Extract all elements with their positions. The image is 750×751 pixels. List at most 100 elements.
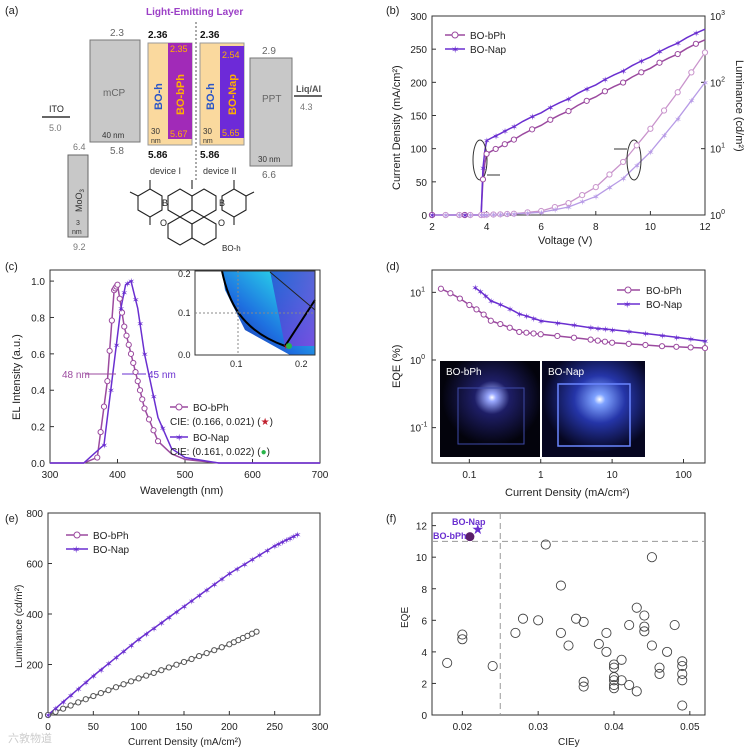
e-bophph-point bbox=[112, 684, 120, 691]
e-bonap-point: ✶ bbox=[226, 569, 234, 579]
d-bonap-point: ✶ bbox=[471, 283, 479, 293]
f-bophph-point bbox=[465, 532, 475, 542]
device1-thick2: nm bbox=[151, 138, 161, 145]
b-bonap-point: ✶ bbox=[456, 211, 464, 221]
b-bonap-point: ✶ bbox=[551, 205, 559, 215]
dopant2-top: 2.54 bbox=[222, 50, 240, 60]
d-bophph-point bbox=[456, 295, 463, 302]
c-bophph-point bbox=[139, 396, 146, 403]
b-bonap-lum-point: ✶ bbox=[620, 66, 628, 76]
c-bonap-point: ✶ bbox=[132, 295, 140, 305]
c-bophph-point bbox=[123, 332, 130, 339]
b-bophph-point bbox=[633, 142, 640, 149]
c-inset-ytick-3: 0.2 bbox=[178, 269, 191, 279]
c-inset-xtick-1: 0.1 bbox=[230, 359, 243, 369]
ito-value: 5.0 bbox=[49, 123, 62, 133]
f-literature-point bbox=[646, 640, 657, 651]
b-bonap-point: ✶ bbox=[579, 197, 587, 207]
d-bonap-point: ✶ bbox=[587, 323, 595, 333]
b-bophph-lum-point bbox=[565, 107, 572, 115]
b-bonap-point: ✶ bbox=[490, 210, 498, 220]
b-bonap-point: ✶ bbox=[661, 131, 669, 141]
c-bophph-point bbox=[141, 405, 148, 412]
c-bophph-point bbox=[134, 378, 141, 385]
b-y2label: Luminance (cd/m²) bbox=[733, 60, 745, 152]
f-bonap-point: ★ bbox=[472, 521, 485, 537]
e-bophph-point bbox=[75, 699, 82, 706]
e-xtick-3: 150 bbox=[176, 722, 193, 733]
c-inset-ytick-2: 0.1 bbox=[178, 308, 191, 318]
d-bonap-point: ✶ bbox=[477, 287, 485, 297]
f-ytick-5: 10 bbox=[416, 553, 428, 564]
c-xlabel: Wavelength (nm) bbox=[140, 485, 223, 497]
panel-d-frame bbox=[431, 269, 706, 464]
e-bonap-point: ✶ bbox=[128, 641, 136, 651]
e-bonap-point: ✶ bbox=[45, 711, 53, 721]
f-literature-point bbox=[510, 627, 521, 638]
d-ytick-0: 101 bbox=[410, 286, 425, 299]
e-bophph-point bbox=[60, 705, 67, 712]
b-bophph-lum-point bbox=[692, 40, 700, 47]
b-bophph-point bbox=[606, 171, 613, 178]
e-bophph-point bbox=[52, 708, 59, 715]
c-bophph-point bbox=[118, 309, 126, 316]
c-bonap-point: ✶ bbox=[159, 423, 167, 433]
c-inset-region bbox=[270, 271, 315, 346]
d-bophph-point bbox=[437, 285, 445, 292]
b-bophph-lum-point bbox=[501, 141, 508, 148]
b-bophph-point bbox=[497, 211, 504, 218]
e-legend-1: BO-bPh bbox=[93, 531, 129, 542]
d-bonap-point: ✶ bbox=[570, 321, 578, 331]
c-legend-1: BO-bPh bbox=[193, 403, 229, 414]
f-literature-point bbox=[555, 627, 566, 638]
c-ytick-0: 0.0 bbox=[31, 459, 45, 470]
d-bophph-point bbox=[609, 339, 616, 346]
b-bophph-lum-point bbox=[620, 79, 627, 86]
d-ylabel: EQE (%) bbox=[391, 345, 403, 388]
f-literature-point bbox=[533, 615, 544, 626]
d-ytick-2: 10-1 bbox=[410, 422, 427, 435]
mcp-layer bbox=[89, 39, 141, 143]
c-inset-ytick-1: 0.0 bbox=[178, 350, 191, 360]
e-bonap-point: ✶ bbox=[75, 684, 83, 694]
f-literature-point bbox=[616, 654, 627, 665]
f-tag-bonap: BO-Nap bbox=[452, 517, 486, 527]
e-legend-2: BO-Nap bbox=[93, 545, 130, 556]
e-bophph-point bbox=[196, 652, 203, 660]
e-ytick-4: 800 bbox=[26, 509, 43, 520]
d-legend-1: BO-bPh bbox=[646, 286, 682, 297]
device1-bottom: 5.86 bbox=[148, 150, 168, 161]
dopant1-bottom: 5.67 bbox=[170, 129, 188, 139]
b-bophph-lum-point bbox=[674, 50, 681, 58]
d-bophph-point bbox=[625, 340, 632, 347]
panel-c-label: (c) bbox=[5, 261, 18, 273]
f-literature-point bbox=[616, 675, 627, 686]
d-bophph-point bbox=[642, 341, 649, 349]
ppt-top: 2.9 bbox=[262, 46, 276, 57]
b-bonap-point: ✶ bbox=[538, 208, 546, 218]
dopant1-top: 2.35 bbox=[170, 44, 188, 54]
device1-host-label: BO-h bbox=[153, 83, 165, 110]
c-inset-locus bbox=[221, 270, 316, 348]
e-bophph-point bbox=[90, 692, 97, 700]
f-literature-point bbox=[578, 681, 589, 692]
c-bonap-point: ✶ bbox=[107, 386, 115, 396]
d-bophph-point bbox=[673, 343, 680, 350]
d-bophph-point bbox=[516, 328, 523, 336]
d-xtick-2: 10 bbox=[607, 470, 619, 481]
c-bophph-point bbox=[108, 317, 115, 324]
c-inset-xtick-2: 0.2 bbox=[295, 359, 308, 369]
b-bophph-lum-point bbox=[638, 69, 645, 76]
d-legend-2: BO-Nap bbox=[646, 300, 683, 311]
c-bophph-point bbox=[116, 295, 123, 302]
f-literature-point bbox=[578, 676, 589, 687]
e-bophph-point bbox=[165, 664, 172, 671]
e-bonap-point: ✶ bbox=[294, 530, 302, 540]
e-bonap-point: ✶ bbox=[241, 560, 249, 570]
e-bonap-point: ✶ bbox=[181, 602, 189, 612]
e-bonap-point: ✶ bbox=[188, 596, 196, 606]
b-xtick-2: 6 bbox=[538, 222, 544, 233]
e-bophph-point bbox=[143, 672, 150, 679]
c-bonap-point: ✶ bbox=[150, 392, 158, 402]
c-bophph-point bbox=[130, 359, 137, 367]
